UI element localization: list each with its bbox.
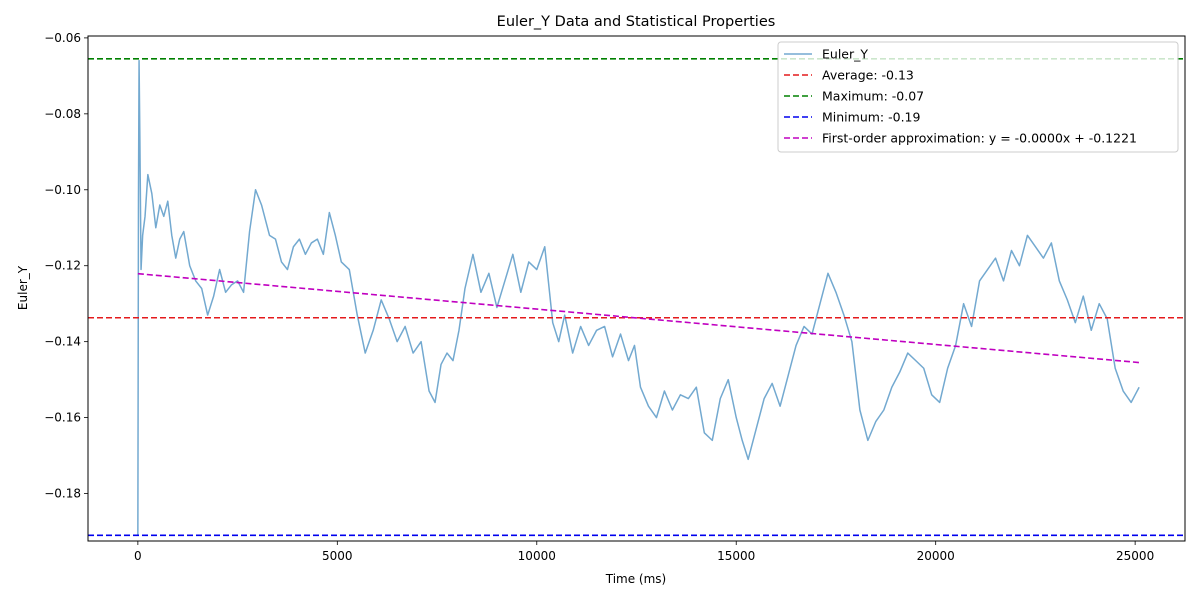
legend-box [777,41,1179,153]
first-order-fit-line [137,272,1140,364]
x-tick-label: 0 [134,549,142,563]
y-tick-label: −0.12 [44,259,81,273]
y-tick-label: −0.16 [44,411,81,425]
x-tick-label: 10000 [518,549,556,563]
x-tick-label: 25000 [1116,549,1154,563]
x-axis-label: Time (ms) [605,572,667,586]
euler-y-line [137,59,1140,536]
legend-label-first-order-fit-line: First-order approximation: y = -0.0000x … [822,131,1137,146]
y-tick-label: −0.10 [44,183,81,197]
y-tick-label: −0.18 [44,487,81,501]
chart-title: Euler_Y Data and Statistical Properties [497,14,776,30]
y-axis-ticks: −0.18 −0.16 −0.14 −0.12 −0.10 −0.08 −0.06 [44,31,88,501]
axes-frame [87,35,1186,542]
legend: Euler_Y Average: -0.13 Maximum: -0.07 Minim… [777,41,1179,153]
legend-label-euler-y-line: Euler_Y [822,47,868,62]
y-tick-label: −0.14 [44,335,81,349]
x-tick-label: 20000 [917,549,955,563]
x-tick-label: 5000 [322,549,353,563]
x-tick-label: 15000 [717,549,755,563]
x-axis-ticks: 0 5000 10000 15000 20000 25000 [134,541,1154,563]
y-axis-label: Euler_Y [16,265,30,310]
legend-label-minimum-line: Minimum: -0.19 [822,110,921,125]
y-tick-label: −0.08 [44,107,81,121]
legend-label-maximum-line: Maximum: -0.07 [822,89,924,104]
y-tick-label: −0.06 [44,31,81,45]
legend-label-average-line: Average: -0.13 [822,68,914,83]
